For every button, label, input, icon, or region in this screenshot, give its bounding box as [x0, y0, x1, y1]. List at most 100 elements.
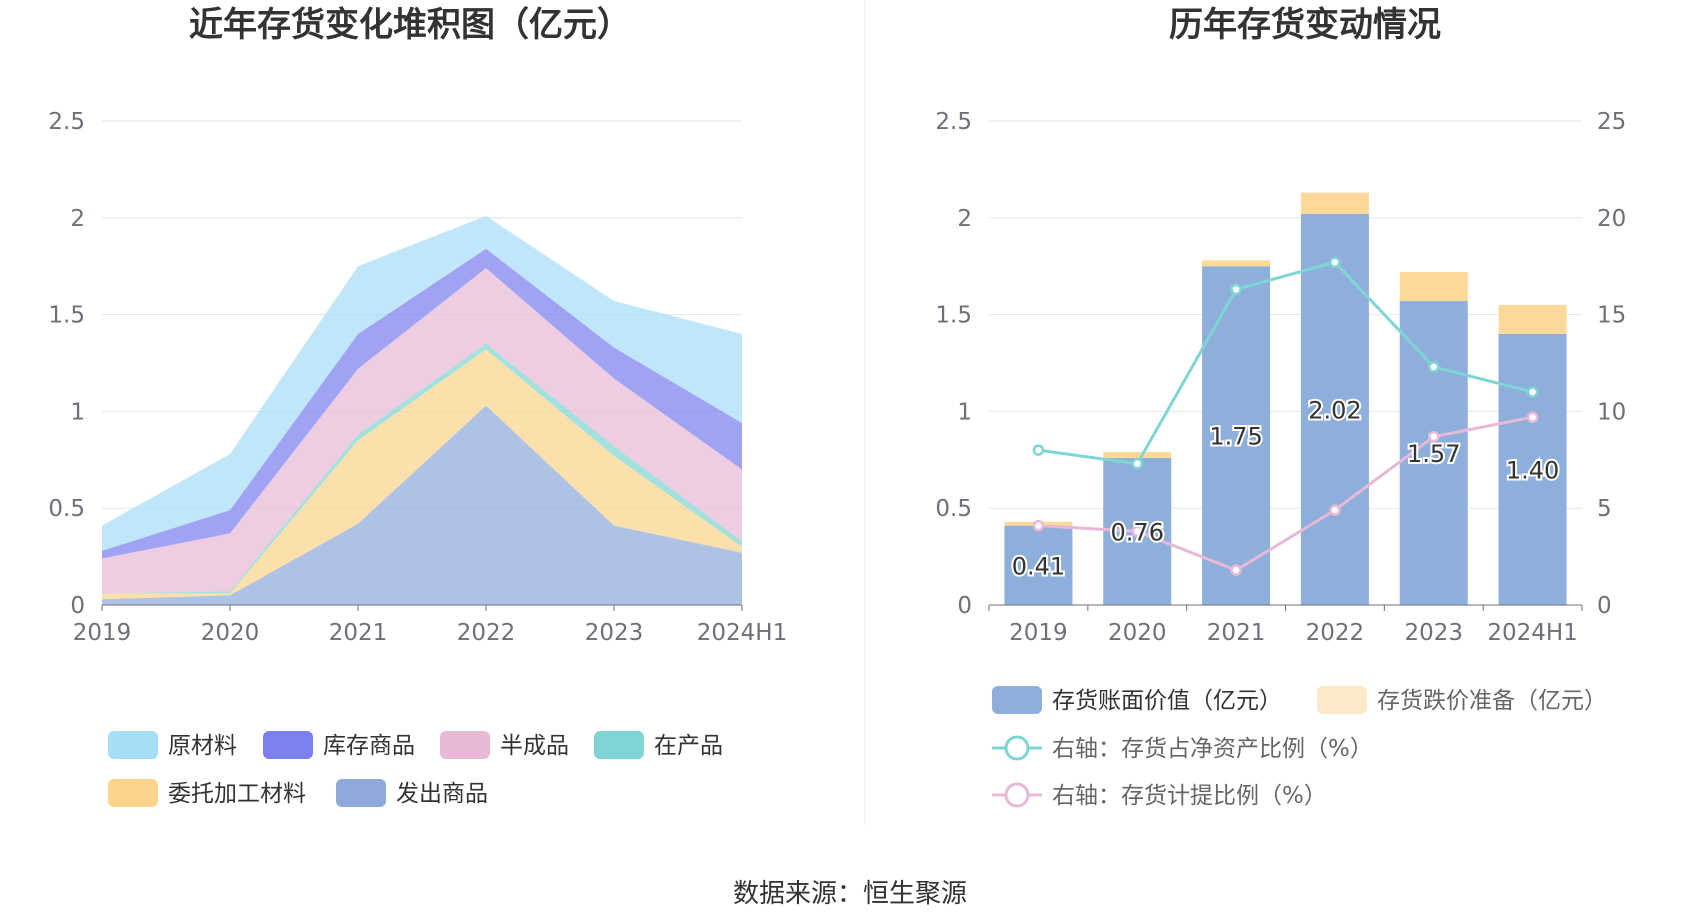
area-series-4: [102, 268, 742, 594]
bar-impairment: [1202, 260, 1271, 267]
right-bars: [1004, 192, 1567, 606]
left-y-tick-label: 1: [70, 399, 85, 425]
line-point: [1032, 444, 1045, 456]
left-y-tick-label: 0: [70, 593, 85, 619]
bar-value-label: 1.57: [1407, 440, 1460, 468]
right-y-tick-label: 1.5: [935, 303, 972, 329]
area-series-1: [102, 405, 742, 605]
right-y2-tick-label: 10: [1597, 399, 1626, 425]
legend-line-marker: [1004, 782, 1030, 808]
right-y2-tick-label: 15: [1597, 303, 1626, 329]
legend-swatch: [992, 686, 1042, 714]
left-chart: 近年存货变化堆积图（亿元） 00.511.522.5 2019 2020 2021 2…: [48, 5, 787, 807]
bar-value-label: 2.02: [1308, 396, 1361, 424]
right-y-tick-label: 0: [957, 593, 972, 619]
right-y-tick-label: 2.5: [935, 109, 972, 135]
right-chart-title: 历年存货变动情况: [1169, 5, 1441, 45]
line-point: [1329, 504, 1341, 516]
left-x-tick-label: 2022: [457, 620, 516, 646]
right-x-tick-label: 2019: [1009, 620, 1068, 646]
legend-swatch: [263, 731, 313, 759]
legend-label: 存货跌价准备（亿元）: [1377, 688, 1607, 714]
legend-swatch: [336, 779, 386, 807]
area-series-2: [102, 349, 742, 600]
line-point: [1131, 457, 1143, 470]
bar-value-label: 1.40: [1506, 456, 1559, 484]
right-x-tick-label: 2024H1: [1487, 620, 1577, 646]
right-y2-tick-label: 25: [1597, 109, 1626, 135]
right-y2-tick-label: 20: [1597, 206, 1626, 232]
line-point: [1428, 430, 1440, 443]
right-x-tick-label: 2023: [1404, 620, 1463, 646]
right-x-tick-label: 2020: [1108, 620, 1167, 646]
left-x-tick-label: 2024H1: [697, 620, 787, 646]
bar-impairment: [1498, 304, 1567, 334]
legend-label: 原材料: [168, 733, 237, 759]
right-y2-tick-label: 0: [1597, 593, 1612, 619]
bar-impairment: [1300, 192, 1369, 214]
bar-impairment: [1103, 452, 1172, 458]
bar-book-value: [1300, 213, 1369, 606]
line-point: [1526, 411, 1539, 423]
line-point: [1428, 361, 1440, 373]
bar-value-label: 0.41: [1012, 552, 1065, 580]
legend-label: 右轴：存货占净资产比例（%）: [1052, 736, 1373, 762]
left-areas: [102, 215, 742, 605]
line-point: [1526, 386, 1539, 398]
right-bar-labels: 0.41 0.76 1.75 2.02 1.57 1.40: [1010, 394, 1562, 582]
bar-value-label: 0.76: [1111, 518, 1164, 546]
legend-label: 半成品: [500, 733, 569, 759]
right-lines: [1032, 256, 1539, 576]
left-x-tick-label: 2023: [585, 620, 644, 646]
legend-swatch: [108, 779, 158, 807]
legend-swatch: [594, 731, 644, 759]
right-x-tick-label: 2022: [1306, 620, 1365, 646]
legend-swatch: [1317, 686, 1367, 714]
right-y-tick-label: 0.5: [935, 496, 972, 522]
line-series-2: [1038, 415, 1533, 572]
bar-impairment: [1399, 272, 1468, 302]
left-x-tick-label: 2020: [201, 620, 260, 646]
right-y-tick-label: 1: [957, 399, 972, 425]
right-grid: 0 0.5 1 1.5 2 2.5 0 5 10 15 20 25: [935, 109, 1626, 619]
left-x-axis: 2019 2020 2021 2022 2023 2024H1: [73, 604, 787, 646]
legend-label: 右轴：存货计提比例（%）: [1052, 783, 1327, 809]
bar-value-label: 1.75: [1209, 423, 1262, 451]
area-series-5: [102, 248, 742, 559]
bar-book-value: [1498, 333, 1567, 605]
legend-label: 委托加工材料: [168, 781, 306, 807]
area-series-6: [102, 215, 742, 551]
bar-book-value: [1004, 525, 1073, 605]
data-source: 数据来源：恒生聚源: [733, 879, 967, 909]
line-point: [1329, 256, 1341, 269]
left-y-tick-label: 0.5: [48, 496, 85, 522]
line-point: [1230, 564, 1242, 576]
area-series-3: [102, 343, 742, 594]
line-point: [1131, 525, 1143, 538]
right-y2-tick-label: 5: [1597, 496, 1612, 522]
right-y-tick-label: 2: [957, 206, 972, 232]
legend-swatch: [440, 731, 490, 759]
legend-label: 库存商品: [323, 733, 415, 759]
right-legend[interactable]: 存货账面价值（亿元） 存货跌价准备（亿元）右轴：存货占净资产比例（%） 右轴：存货计…: [992, 686, 1607, 809]
right-chart: 历年存货变动情况 0 0.5 1 1.5 2 2.5 0 5 10 15 20 25 0.41 0.76…: [935, 5, 1626, 809]
left-y-tick-label: 1.5: [48, 303, 85, 329]
left-y-tick-label: 2: [70, 206, 85, 232]
legend-line-marker: [1004, 735, 1030, 761]
left-x-tick-label: 2021: [329, 620, 388, 646]
left-y-tick-label: 2.5: [48, 109, 85, 135]
legend-label: 存货账面价值（亿元）: [1052, 688, 1282, 714]
line-point: [1230, 283, 1242, 296]
left-x-tick-label: 2019: [73, 620, 132, 646]
legend-label: 发出商品: [396, 781, 488, 807]
legend-swatch: [108, 731, 158, 759]
legend-label: 在产品: [654, 733, 723, 759]
bar-book-value: [1202, 266, 1271, 605]
right-x-tick-label: 2021: [1207, 620, 1266, 646]
line-point: [1032, 519, 1045, 532]
left-chart-title: 近年存货变化堆积图（亿元）: [189, 5, 631, 45]
line-series-1: [1038, 260, 1533, 466]
right-x-axis: 2019 2020 2021 2022 2023 2024H1: [988, 604, 1583, 646]
